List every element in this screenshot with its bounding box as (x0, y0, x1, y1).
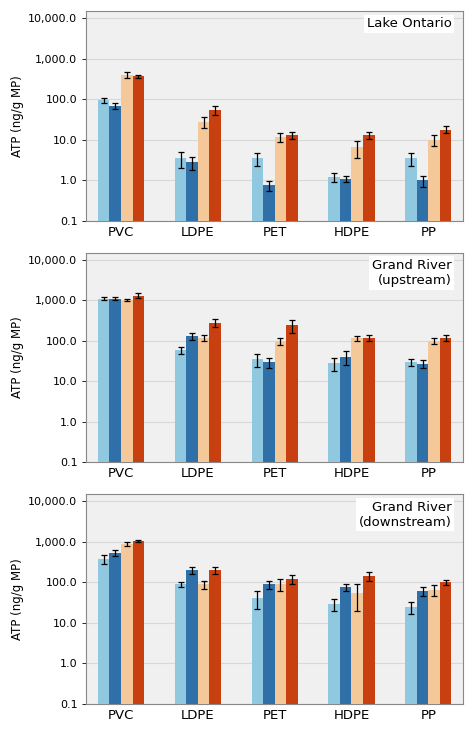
Bar (186, 162, 198, 733)
Bar (121, 75, 133, 733)
Bar (405, 158, 417, 733)
Bar (363, 135, 374, 733)
Bar (98, 298, 109, 733)
Bar (328, 364, 340, 733)
Bar (352, 339, 363, 733)
Bar (109, 298, 121, 733)
Bar (405, 607, 417, 733)
Bar (175, 158, 186, 733)
Bar (417, 592, 428, 733)
Bar (133, 295, 144, 733)
Bar (340, 357, 352, 733)
Bar (109, 553, 121, 733)
Y-axis label: ATP (ng/g MP): ATP (ng/g MP) (11, 75, 24, 157)
Bar (428, 140, 440, 733)
Bar (440, 583, 451, 733)
Y-axis label: ATP (ng/g MP): ATP (ng/g MP) (11, 317, 24, 399)
Bar (328, 603, 340, 733)
Bar (252, 597, 263, 733)
Bar (274, 584, 286, 733)
Bar (133, 541, 144, 733)
Bar (328, 177, 340, 733)
Bar (98, 559, 109, 733)
Bar (263, 362, 274, 733)
Text: Grand River
(upstream): Grand River (upstream) (372, 259, 452, 287)
Bar (98, 100, 109, 733)
Bar (363, 338, 374, 733)
Bar (428, 341, 440, 733)
Bar (340, 179, 352, 733)
Bar (286, 325, 298, 733)
Bar (210, 570, 221, 733)
Bar (210, 323, 221, 733)
Bar (198, 338, 210, 733)
Bar (286, 579, 298, 733)
Bar (352, 147, 363, 733)
Bar (274, 136, 286, 733)
Text: Lake Ontario: Lake Ontario (367, 18, 452, 30)
Bar (263, 185, 274, 733)
Bar (417, 180, 428, 733)
Bar (175, 584, 186, 733)
Bar (352, 593, 363, 733)
Bar (428, 590, 440, 733)
Bar (440, 130, 451, 733)
Bar (121, 301, 133, 733)
Bar (263, 584, 274, 733)
Bar (252, 158, 263, 733)
Bar (340, 587, 352, 733)
Bar (121, 544, 133, 733)
Bar (440, 338, 451, 733)
Bar (109, 106, 121, 733)
Y-axis label: ATP (ng/g MP): ATP (ng/g MP) (11, 559, 24, 640)
Bar (198, 122, 210, 733)
Bar (186, 570, 198, 733)
Bar (363, 576, 374, 733)
Bar (133, 76, 144, 733)
Bar (175, 350, 186, 733)
Bar (274, 341, 286, 733)
Bar (210, 110, 221, 733)
Bar (417, 364, 428, 733)
Bar (198, 584, 210, 733)
Bar (405, 362, 417, 733)
Bar (286, 135, 298, 733)
Text: Grand River
(downstream): Grand River (downstream) (359, 501, 452, 528)
Bar (186, 336, 198, 733)
Bar (252, 359, 263, 733)
